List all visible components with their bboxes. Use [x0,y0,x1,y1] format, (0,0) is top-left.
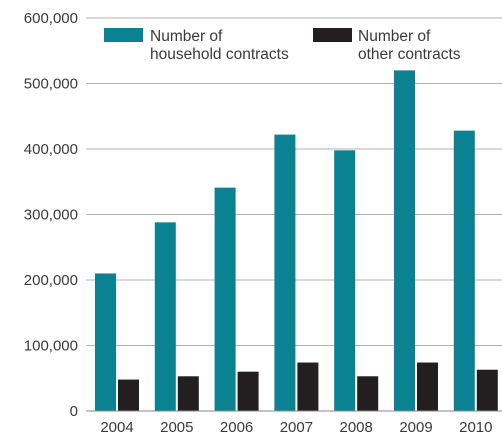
legend-swatch [313,28,352,42]
bar-household-contracts [274,134,296,411]
x-tick-label: 2005 [160,419,193,436]
x-tick-label: 2004 [100,419,133,436]
bar-other-contracts [476,369,498,411]
bar-other-contracts [177,376,199,411]
legend-label: household contracts [150,46,289,63]
legend-swatch [104,28,143,42]
x-tick-label: 2008 [340,419,373,436]
y-tick-label: 400,000 [24,141,78,158]
bar-household-contracts [334,150,356,411]
y-axis-tick-labels: 0 100,000 200,000 300,000 400,000 500,000 600,… [24,10,78,420]
x-tick-label: 2006 [220,419,253,436]
x-tick-label: 2009 [399,419,432,436]
bars [95,70,498,412]
x-tick-label: 2010 [459,419,492,436]
bar-household-contracts [95,273,116,411]
legend-label: Number of [150,28,223,45]
y-tick-label: 500,000 [24,76,78,93]
x-tick-label: 2007 [280,419,313,436]
bar-other-contracts [237,371,259,411]
bar-household-contracts [453,130,475,411]
bar-household-contracts [214,187,236,411]
y-tick-label: 100,000 [24,338,78,355]
bar-household-contracts [154,222,176,411]
y-tick-label: 0 [70,403,78,420]
bar-other-contracts [417,362,438,411]
y-tick-label: 600,000 [24,10,78,27]
bar-other-contracts [357,376,379,411]
bar-household-contracts [394,70,415,412]
legend-label: other contracts [358,46,461,63]
bar-other-contracts [297,362,319,411]
bar-other-contracts [118,379,139,411]
legend-label: Number of [358,28,431,45]
x-axis-tick-labels: 2004 2005 2006 2007 2008 2009 2010 [100,419,492,436]
y-tick-label: 200,000 [24,272,78,289]
y-tick-label: 300,000 [24,207,78,224]
